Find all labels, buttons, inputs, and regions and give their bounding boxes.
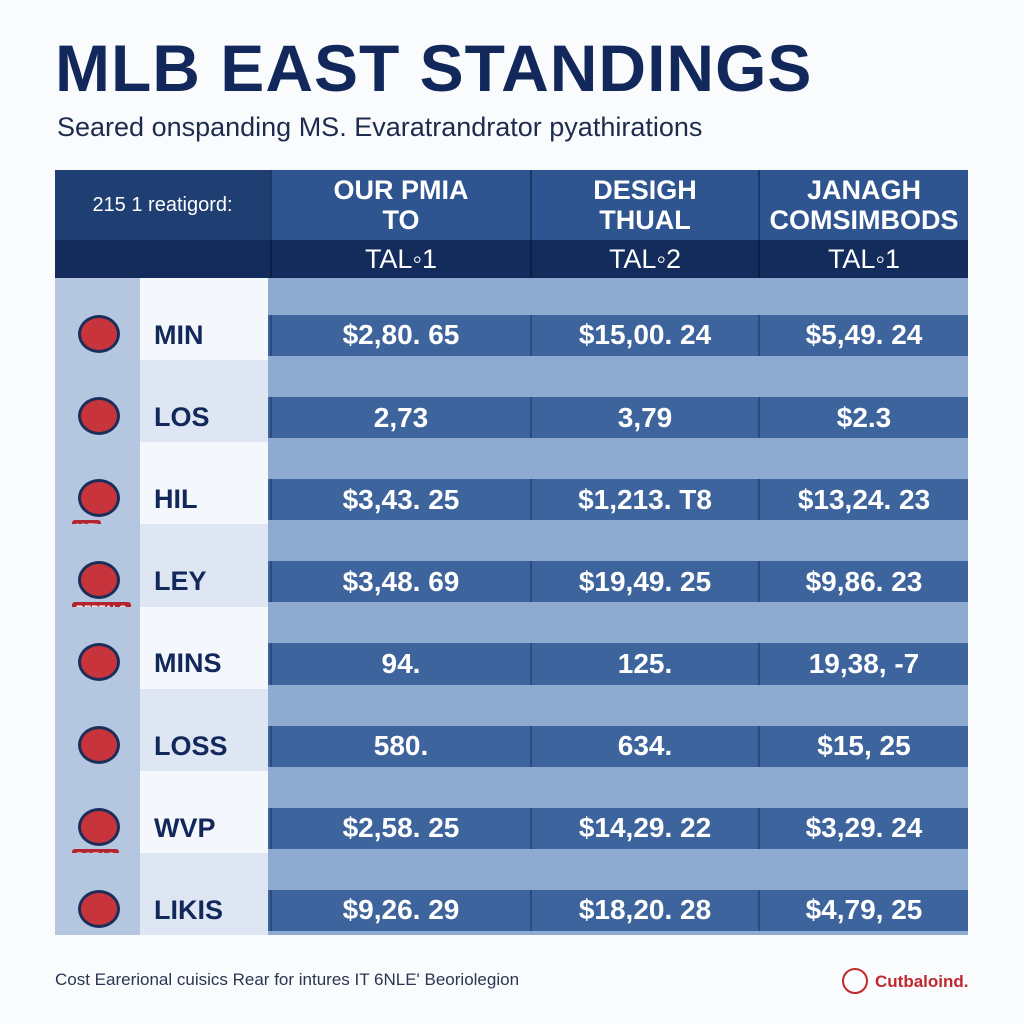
team-logo (78, 643, 120, 682)
name-cell (140, 606, 268, 689)
value-cell: 125. (530, 643, 758, 685)
value-cell: $2.3 (758, 397, 968, 439)
value-cell: $9,26. 29 (270, 889, 530, 931)
value-cell: 94. (270, 643, 530, 685)
value-cell: $3,29. 24 (758, 807, 968, 849)
title: MLB EAST STANDINGS (55, 31, 813, 105)
column-header: OUR PMIA TO (270, 170, 530, 240)
team-logo (78, 479, 120, 518)
column-header: DESIGH THUAL (530, 170, 758, 240)
value-cell: $3,43. 25 (270, 479, 530, 521)
team-logo (78, 561, 120, 600)
value-cell: 19,38, -7 (758, 643, 968, 685)
team-name: MINS (154, 648, 222, 679)
team-logo (78, 807, 120, 846)
footer-note: Cost Earerional cuisics Rear for intures… (55, 970, 520, 989)
value-cell: $19,49. 25 (530, 561, 758, 603)
value-cell: $2,80. 65 (270, 314, 530, 357)
team-name: LOSS (154, 730, 228, 761)
team-name: LEY (154, 566, 207, 597)
column-subheader: TAL◦1 (270, 240, 530, 278)
team-logo (78, 314, 120, 353)
name-cell (140, 360, 268, 443)
column-subheader: TAL◦1 (758, 240, 968, 278)
value-cell: $15,00. 24 (530, 314, 758, 357)
corner-cell: 215 1 reatigord: (55, 170, 270, 240)
value-cell: $13,24. 23 (758, 479, 968, 521)
value-cell: $1,213. T8 (530, 479, 758, 521)
brand: Cutbaloind. (875, 972, 969, 991)
value-cell: $14,29. 22 (530, 807, 758, 849)
corner-sub (55, 240, 270, 278)
name-cell (140, 852, 268, 935)
team-logo (78, 397, 120, 436)
brand-icon (842, 968, 868, 994)
team-logo (78, 889, 120, 928)
subtitle: Seared onspanding MS. Evaratrandrator py… (57, 112, 703, 142)
value-cell: 634. (530, 725, 758, 767)
value-cell: $9,86. 23 (758, 561, 968, 603)
value-cell: $4,79, 25 (758, 889, 968, 931)
value-cell: $15, 25 (758, 725, 968, 767)
team-name: LIKIS (154, 894, 224, 925)
value-cell: $18,20. 28 (530, 889, 758, 931)
team-name: LOS (154, 402, 210, 433)
column-subheader: TAL◦2 (530, 240, 758, 278)
name-cell (140, 278, 268, 361)
team-logo (78, 725, 120, 764)
value-cell: 580. (270, 725, 530, 767)
name-cell (140, 524, 268, 607)
column-header: JANAGH COMSIMBODS (758, 170, 968, 240)
value-cell: $5,49. 24 (758, 314, 968, 357)
value-cell: $2,58. 25 (270, 807, 530, 849)
team-name: WVP (154, 812, 216, 843)
name-cell (140, 688, 268, 771)
team-name: HIL (154, 484, 198, 515)
value-cell: $3,48. 69 (270, 561, 530, 603)
team-name: MIN (154, 319, 204, 350)
value-cell: 3,79 (530, 397, 758, 439)
value-cell: 2,73 (270, 397, 530, 439)
name-cell (140, 770, 268, 853)
name-cell (140, 442, 268, 525)
